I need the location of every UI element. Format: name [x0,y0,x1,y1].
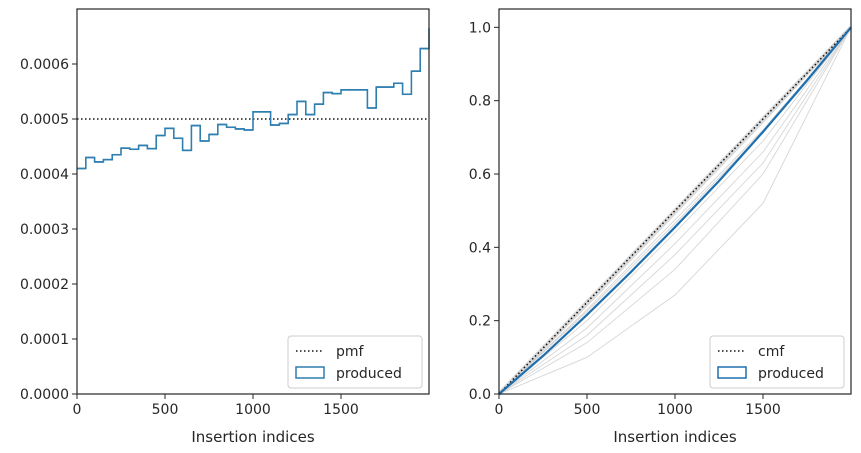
produced-legend-label: produced [758,366,824,382]
y-tick-label: 0.0002 [20,277,69,293]
cmf-legend-label: cmf [758,344,785,360]
background-line-1 [498,27,852,395]
x-tick-label: 1500 [745,402,781,418]
pmf-histogram-panel: 0 500 1000 1500 0.00000.00010.00020.00030.0… [20,8,430,446]
background-line-3 [498,27,852,395]
left-y-ticks: 0.0000 0.0001 0.0002 0.0003 0.0004 0.0005 0.00… [20,57,77,403]
x-tick-label: 1500 [323,402,359,418]
x-tick-label: 1000 [657,402,693,418]
pmf-legend-label: pmf [336,344,365,360]
cmf-line [498,26,852,395]
y-tick-label: 0.0004 [20,167,69,183]
produced-cmf-series [498,26,852,395]
x-tick-label: 500 [152,402,179,418]
left-legend-box [287,335,423,389]
y-tick-label: 0.0003 [20,222,69,238]
x-tick-label: 0 [495,402,504,418]
y-tick-label: 0.0006 [20,57,69,73]
y-tick-label: 1.0 [469,20,491,36]
background-line-7 [498,27,852,395]
left-legend: pmf produced [287,335,423,389]
y-tick-label: 0.8 [469,94,491,110]
produced-cmf-line [498,26,852,395]
y-tick-label: 0.0 [469,387,491,403]
y-tick-label: 0.0001 [20,332,69,348]
left-x-ticks: 0 500 1000 1500 [73,394,359,418]
y-tick-label: 0.0005 [20,112,69,128]
produced-legend-label: produced [336,366,402,382]
y-tick-label: 0.4 [469,240,491,256]
produced-step-series [77,28,430,170]
background-line-6 [498,27,852,395]
cmf-reference-line [498,26,852,395]
background-line-4 [498,27,852,395]
produced-legend-patch-icon [717,366,747,379]
x-tick-label: 0 [73,402,82,418]
right-y-ticks: 0.0 0.2 0.4 0.6 0.8 1.0 [469,20,499,403]
right-legend-box [709,335,845,389]
background-line-5 [498,27,852,395]
right-x-ticks: 0 500 1000 1500 [495,394,781,418]
x-tick-label: 1000 [235,402,271,418]
y-tick-label: 0.2 [469,314,491,330]
cmf-line-panel: 0 500 1000 1500 0.0 0.2 0.4 0.6 0.8 1.0 Insertio… [469,8,853,446]
x-tick-label: 500 [574,402,601,418]
left-x-axis-label: Insertion indices [191,428,314,446]
right-x-axis-label: Insertion indices [613,428,736,446]
y-tick-label: 0.6 [469,167,491,183]
y-tick-label: 0.0000 [20,387,69,403]
produced-legend-patch-icon [295,366,325,379]
right-legend: cmf produced [709,335,845,389]
